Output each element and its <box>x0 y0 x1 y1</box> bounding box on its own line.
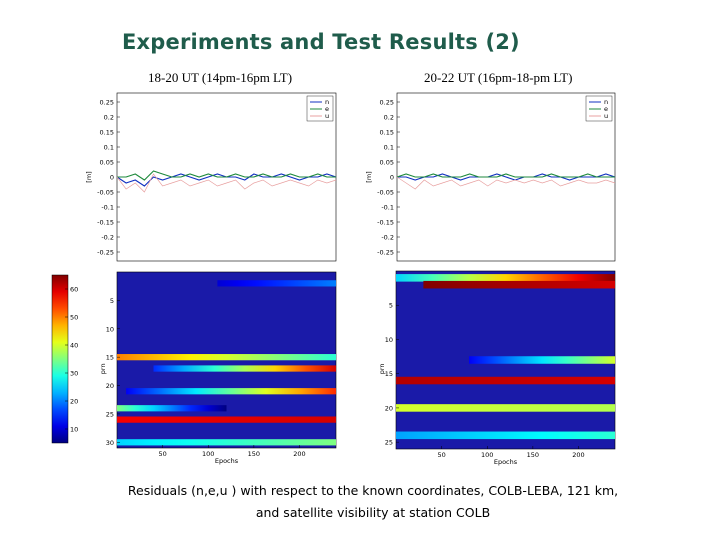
right-residual-ytick-label: 0.25 <box>380 98 394 106</box>
right-heatmap-ytick-label: 10 <box>385 336 393 344</box>
colorbar-tick-label: 40 <box>70 341 78 349</box>
left-satellite-prn-24-bar <box>117 405 227 412</box>
left-heatmap-ylabel: prn <box>99 363 107 374</box>
right-satellite-prn-1-bar <box>396 274 615 282</box>
right-heatmap-xlabel: Epochs <box>494 458 518 466</box>
right-satellite-prn-24-bar <box>396 431 615 440</box>
left-legend-label-e: e <box>325 105 329 113</box>
right-series-u-line <box>396 176 616 190</box>
right-residual-ytick-label: -0.2 <box>381 233 394 241</box>
right-legend-label-n: n <box>604 98 608 106</box>
right-residual-ytick-label: -0.1 <box>381 203 394 211</box>
left-residual-ytick-label: 0 <box>110 173 114 181</box>
colorbar-tick-label: 10 <box>70 425 78 433</box>
right-heatmap-xtick-label: 150 <box>527 451 539 459</box>
right-residual-ylabel: [m] <box>365 171 373 182</box>
right-heatmap-ytick-label: 5 <box>389 302 393 310</box>
left-heatmap-xtick-label: 100 <box>202 450 214 458</box>
right-panel-title: 20-22 UT (16pm-18-pm LT) <box>424 70 573 85</box>
right-heatmap-xtick-label: 50 <box>437 451 445 459</box>
right-heatmap-xtick-label: 200 <box>572 451 584 459</box>
right-residual-ytick-label: -0.05 <box>377 188 394 196</box>
right-satellite-prn-2-bar <box>423 280 615 289</box>
left-heatmap-xtick-label: 50 <box>158 450 166 458</box>
left-satellite-prn-21-bar <box>126 388 336 395</box>
left-heatmap-ytick-label: 10 <box>106 325 114 333</box>
caption-line-1: Residuals (n,e,u ) with respect to the k… <box>127 483 619 498</box>
left-satellite-prn-2-bar <box>217 280 336 287</box>
left-residual-ytick-label: -0.25 <box>97 248 114 256</box>
right-satellite-prn-20-bar <box>396 404 615 412</box>
left-satellite-prn-30-bar <box>117 439 336 446</box>
left-heatmap-ytick-label: 25 <box>106 410 114 418</box>
right-satellite-prn-16-bar <box>396 376 615 385</box>
left-residual-ytick-label: 0.15 <box>100 128 114 136</box>
right-residual-ytick-label: -0.25 <box>377 248 394 256</box>
left-residual-ytick-label: 0.1 <box>104 143 114 151</box>
right-residual-ytick-label: -0.15 <box>377 218 394 226</box>
colorbar-tick-label: 30 <box>70 369 78 377</box>
left-satellite-prn-15-bar <box>117 354 336 361</box>
left-satellite-prn-26-bar <box>117 416 336 423</box>
right-heatmap-ytick-label: 20 <box>385 404 393 412</box>
left-panel-title: 18-20 UT (14pm-16pm LT) <box>148 70 293 85</box>
left-heatmap-ytick-label: 20 <box>106 382 114 390</box>
left-residual-ylabel: [m] <box>85 171 93 182</box>
left-residual-ytick-label: 0.25 <box>100 98 114 106</box>
right-satellite-prn-13-bar <box>469 356 615 364</box>
left-series-e-line <box>117 170 336 181</box>
right-series-e-line <box>396 173 615 178</box>
caption-line-2: and satellite visibility at station COLB <box>255 505 491 520</box>
left-heatmap-xtick-label: 150 <box>248 450 260 458</box>
right-heatmap-ytick-label: 25 <box>385 439 393 447</box>
left-residual-ytick-label: 0.05 <box>100 158 114 166</box>
left-series-u-line <box>116 173 337 193</box>
right-residual-ytick-label: 0 <box>390 173 394 181</box>
right-residual-ytick-label: 0.2 <box>384 113 394 121</box>
left-heatmap-xtick-label: 200 <box>293 450 305 458</box>
left-legend-label-u: u <box>325 112 329 120</box>
right-heatmap-ytick-label: 15 <box>385 370 393 378</box>
left-residual-ytick-label: -0.15 <box>97 218 114 226</box>
colorbar <box>51 274 69 444</box>
colorbar-tick-label: 60 <box>70 285 78 293</box>
right-residual-ytick-label: 0.1 <box>384 143 394 151</box>
left-heatmap-ytick-label: 15 <box>106 354 114 362</box>
colorbar-tick-label: 50 <box>70 313 78 321</box>
slide-title: Experiments and Test Results (2) <box>122 30 520 54</box>
left-heatmap-ytick-label: 5 <box>110 297 114 305</box>
right-legend-label-e: e <box>604 105 608 113</box>
right-residual-ytick-label: 0.05 <box>380 158 394 166</box>
colorbar-tick-label: 20 <box>70 397 78 405</box>
left-legend-label-n: n <box>325 98 329 106</box>
left-heatmap-ytick-label: 30 <box>106 439 114 447</box>
right-residual-ytick-label: 0.15 <box>380 128 394 136</box>
right-heatmap-xtick-label: 100 <box>481 451 493 459</box>
left-residual-ytick-label: -0.1 <box>101 203 114 211</box>
left-heatmap-xlabel: Epochs <box>215 457 239 465</box>
left-satellite-prn-17-bar <box>153 365 336 372</box>
right-heatmap-ylabel: prn <box>378 363 386 374</box>
left-residual-ytick-label: -0.05 <box>97 188 114 196</box>
left-residual-ytick-label: -0.2 <box>101 233 114 241</box>
left-residual-ytick-label: 0.2 <box>104 113 114 121</box>
right-legend-label-u: u <box>604 112 608 120</box>
